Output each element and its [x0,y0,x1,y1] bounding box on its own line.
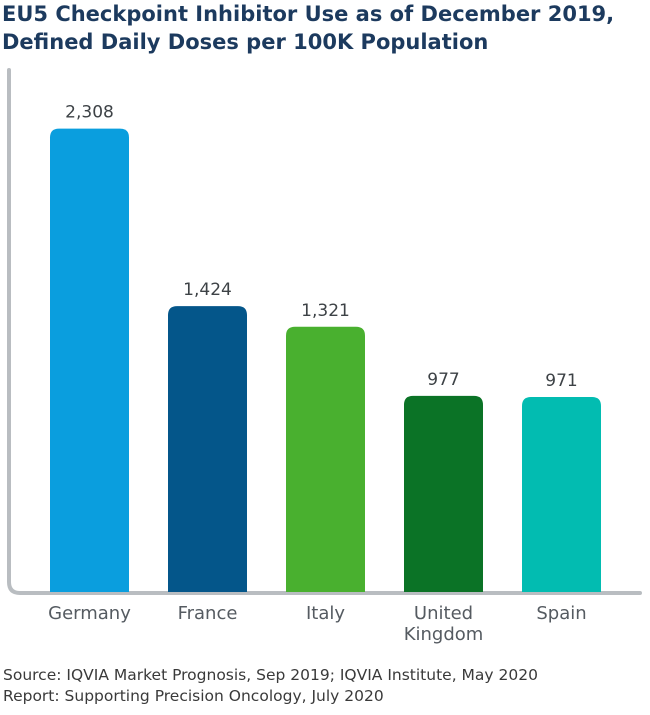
value-label: 1,424 [183,280,232,300]
value-label: 977 [427,370,459,390]
chart-bars [50,128,601,592]
value-label: 971 [545,371,577,391]
bar [168,306,247,592]
bar [404,395,483,592]
source-line: Source: IQVIA Market Prognosis, Sep 2019… [3,666,538,684]
chart-title-line-2: Defined Daily Doses per 100K Population [2,30,489,54]
bar-chart: 2,308 1,424 1,321 977 971 Germany France Italy… [7,68,642,645]
chart-title-line-1: EU5 Checkpoint Inhibitor Use as of Decem… [2,2,615,26]
value-label: 1,321 [301,301,350,321]
chart-title: EU5 Checkpoint Inhibitor Use as of Decem… [2,0,648,56]
report-line: Report: Supporting Precision Oncology, J… [3,687,384,705]
bar [522,397,601,592]
category-label: Italy [306,603,345,624]
category-label: Spain [536,603,586,624]
axis-line [7,68,642,595]
category-label: France [178,603,238,624]
bar [50,128,129,592]
value-label: 2,308 [65,103,114,123]
chart-axis [7,68,642,595]
category-label: Germany [48,603,131,624]
bar [286,326,365,592]
source-note: Source: IQVIA Market Prognosis, Sep 2019… [3,665,538,707]
category-label: Kingdom [404,624,484,645]
category-label: United [414,603,473,624]
chart-value-labels: 2,308 1,424 1,321 977 971 [65,103,578,391]
